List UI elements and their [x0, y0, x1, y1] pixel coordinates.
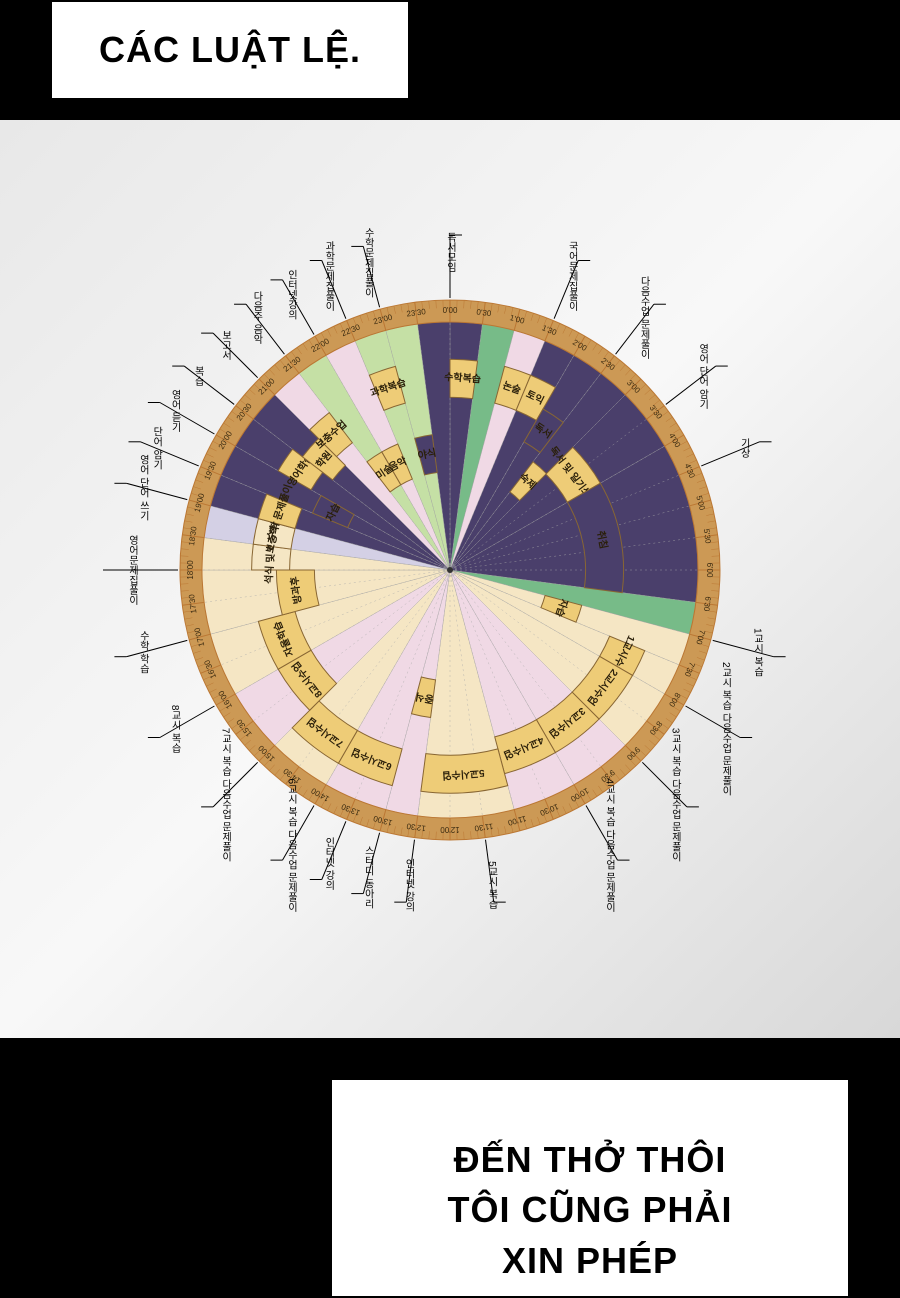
svg-text:다음수업 문제풀이: 다음수업 문제풀이 — [638, 276, 650, 360]
svg-text:다음주 음악: 다음주 음악 — [251, 291, 263, 345]
svg-text:0'00: 0'00 — [443, 306, 458, 315]
svg-text:5교시 복습: 5교시 복습 — [486, 861, 498, 909]
svg-text:7교시 복습 다음수업 문제풀이: 7교시 복습 다음수업 문제풀이 — [220, 728, 232, 863]
svg-text:영어문제집풀이: 영어문제집풀이 — [127, 535, 139, 606]
svg-text:수학문제집풀이: 수학문제집풀이 — [362, 228, 374, 299]
svg-text:복습: 복습 — [192, 366, 204, 386]
svg-text:18'00: 18'00 — [186, 560, 195, 580]
radial-schedule-chart: 수학복습논술토익독서숙제독서 및 일기쓰기취침자습1교시수업2교시수업3교시수업… — [0, 140, 900, 1040]
svg-text:단어 암기: 단어 암기 — [151, 427, 163, 471]
caption-top: CÁC LUẬT LỆ. — [50, 0, 410, 100]
svg-text:과학문제집풀이: 과학문제집풀이 — [323, 241, 335, 312]
caption-bottom: ĐẾN THỞ THÔI TÔI CŨNG PHẢI XIN PHÉP — [330, 1078, 850, 1298]
svg-text:영어 단어 암기: 영어 단어 암기 — [697, 343, 709, 410]
svg-text:3교시 복습 다음수업 문제풀이: 3교시 복습 다음수업 문제풀이 — [669, 728, 681, 863]
caption-bottom-line1: ĐẾN THỞ THÔI — [454, 1135, 727, 1185]
caption-top-text: CÁC LUẬT LỆ. — [99, 29, 361, 71]
svg-text:4교시 복습 다음수업 문제풀이: 4교시 복습 다음수업 문제풀이 — [604, 778, 616, 913]
svg-text:기상: 기상 — [738, 438, 750, 458]
svg-text:인터넷 강의: 인터넷 강의 — [403, 859, 415, 913]
caption-bottom-line2: TÔI CŨNG PHẢI — [447, 1185, 732, 1235]
svg-text:영어 듣기: 영어 듣기 — [169, 389, 181, 433]
svg-text:8교시 복습: 8교시 복습 — [169, 705, 181, 753]
svg-text:인터넷 강의: 인터넷 강의 — [323, 837, 335, 891]
svg-text:수학 학습: 수학 학습 — [137, 631, 149, 674]
svg-text:국어문제집풀이: 국어문제집풀이 — [566, 241, 578, 312]
caption-bottom-line3: XIN PHÉP — [502, 1236, 678, 1286]
svg-text:6교시 복습 다음수업 문제풀이: 6교시 복습 다음수업 문제풀이 — [286, 778, 298, 913]
svg-text:보고서: 보고서 — [220, 330, 232, 361]
svg-text:2교시 복습 다음수업 문제풀이: 2교시 복습 다음수업 문제풀이 — [720, 662, 732, 797]
svg-text:독서모임: 독서모임 — [445, 232, 457, 272]
svg-text:1교시 복습: 1교시 복습 — [752, 628, 764, 676]
svg-text:영어 단어 쓰기: 영어 단어 쓰기 — [137, 455, 149, 522]
svg-text:인터넷강의: 인터넷강의 — [286, 269, 298, 320]
svg-text:12'00: 12'00 — [440, 825, 460, 834]
svg-text:6'00: 6'00 — [705, 563, 714, 578]
svg-text:스터디 동아리: 스터디 동아리 — [362, 846, 374, 910]
